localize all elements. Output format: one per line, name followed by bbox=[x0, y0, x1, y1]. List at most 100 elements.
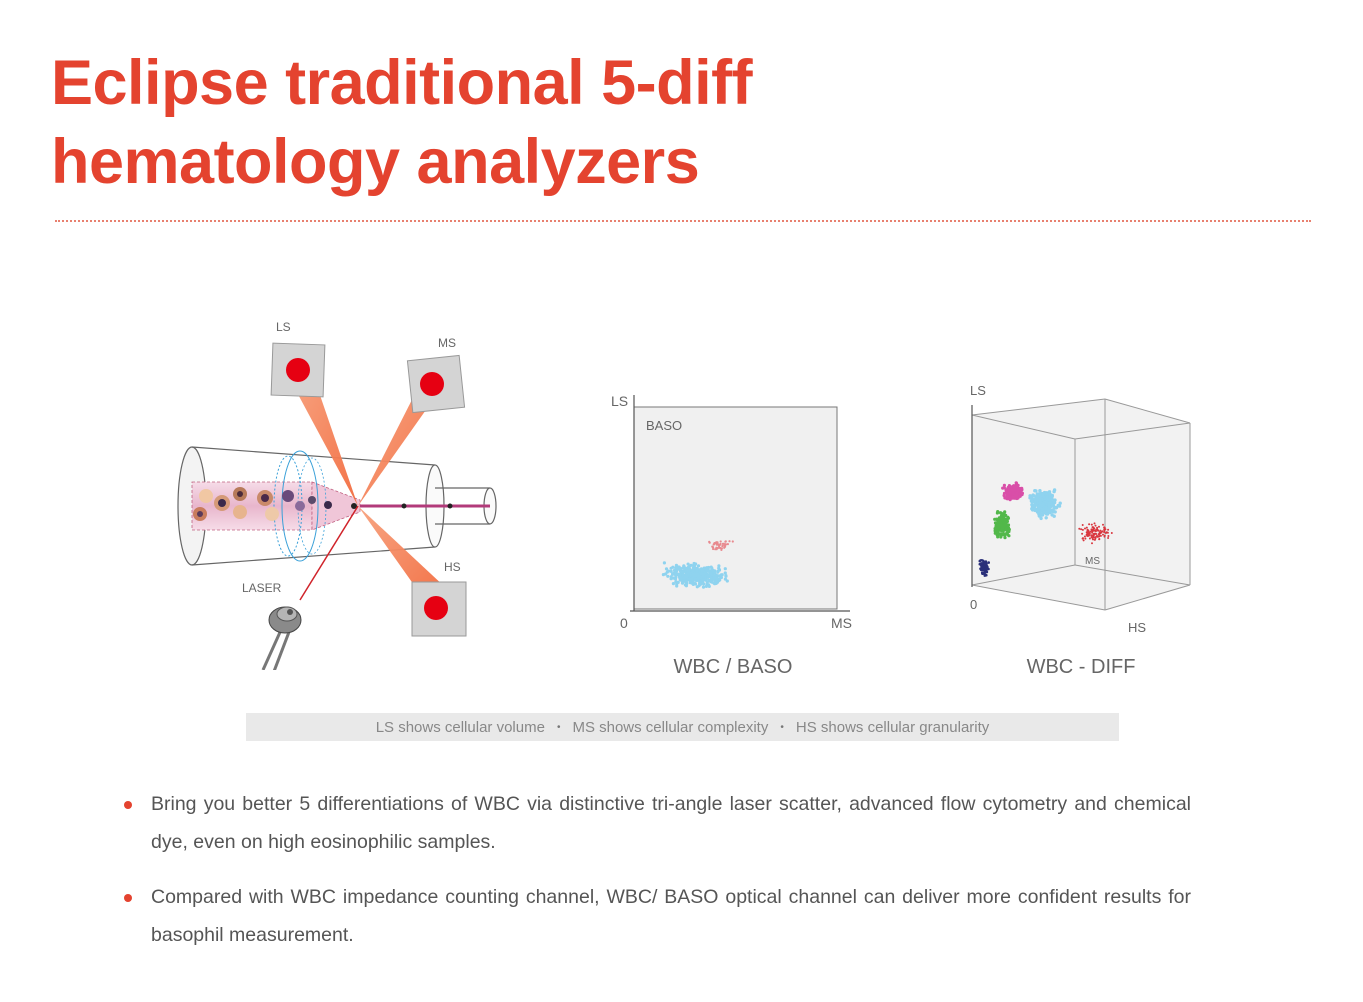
diff-point bbox=[1046, 497, 1051, 502]
feature-text: Compared with WBC impedance counting cha… bbox=[151, 886, 1191, 946]
baso-point bbox=[680, 581, 685, 585]
diff-point bbox=[1056, 503, 1060, 508]
diff-point bbox=[1099, 534, 1102, 537]
baso-point bbox=[677, 567, 681, 571]
diff-point bbox=[1015, 491, 1019, 495]
diff-point bbox=[1041, 502, 1045, 506]
diff-point bbox=[1107, 535, 1110, 537]
diff-point bbox=[1037, 510, 1041, 515]
baso-point bbox=[724, 540, 727, 543]
info-separator: • bbox=[556, 721, 561, 733]
diff-point bbox=[1003, 523, 1007, 527]
baso-point bbox=[724, 545, 727, 548]
baso-point bbox=[726, 543, 729, 546]
baso-point bbox=[719, 540, 722, 543]
baso-point bbox=[674, 566, 678, 570]
diff-point bbox=[1092, 529, 1095, 532]
diff-point bbox=[1007, 534, 1011, 538]
baso-point bbox=[674, 580, 678, 584]
diff-point bbox=[1103, 535, 1106, 538]
baso-point bbox=[685, 582, 689, 586]
diff-point bbox=[1038, 497, 1042, 502]
diff-point bbox=[1102, 533, 1104, 536]
baso-point bbox=[669, 569, 673, 573]
diff-point bbox=[999, 532, 1003, 536]
baso-point bbox=[669, 566, 673, 570]
baso-point bbox=[695, 585, 699, 589]
diff-point bbox=[1039, 516, 1043, 521]
baso-point bbox=[711, 545, 714, 548]
diff-point bbox=[996, 530, 1000, 534]
diff-point bbox=[1034, 489, 1038, 493]
diff-point bbox=[1085, 526, 1088, 529]
diff-point bbox=[1011, 491, 1015, 496]
diff-point bbox=[1002, 483, 1006, 487]
diff-point bbox=[1005, 494, 1009, 498]
diff-point bbox=[1084, 527, 1086, 530]
laser-emitter bbox=[261, 606, 302, 670]
diff-point bbox=[1001, 486, 1005, 490]
baso-point bbox=[706, 573, 710, 577]
diff-point bbox=[996, 526, 1000, 530]
diff-point bbox=[983, 569, 986, 573]
diff-point bbox=[1016, 488, 1020, 493]
baso-point bbox=[715, 541, 718, 544]
diff-point bbox=[993, 531, 997, 535]
diff-point bbox=[1093, 522, 1096, 525]
baso-point bbox=[716, 547, 719, 550]
diff-point bbox=[978, 559, 982, 563]
diff-point bbox=[1045, 495, 1049, 499]
diff-point bbox=[1047, 505, 1052, 509]
baso-point bbox=[719, 542, 722, 546]
diff-point bbox=[1050, 502, 1054, 507]
diff-point bbox=[979, 568, 983, 572]
diff-point bbox=[1098, 532, 1101, 535]
info-separator: • bbox=[780, 721, 784, 733]
baso-point bbox=[731, 540, 734, 543]
diff-point bbox=[1097, 535, 1100, 538]
bullet-dot-icon bbox=[124, 894, 132, 902]
diff-point bbox=[983, 562, 987, 566]
diff-point bbox=[1002, 515, 1006, 519]
diff-point bbox=[1089, 530, 1092, 533]
diff-point bbox=[1084, 537, 1087, 540]
diff-point bbox=[1044, 516, 1048, 520]
diff-point bbox=[1002, 493, 1006, 498]
baso-point bbox=[681, 573, 685, 577]
hs-beam bbox=[358, 506, 446, 602]
baso-point bbox=[683, 575, 687, 579]
baso-point bbox=[693, 581, 697, 585]
diff-point bbox=[1098, 538, 1101, 541]
diff-point bbox=[1090, 534, 1093, 537]
baso-point bbox=[664, 567, 669, 571]
diff-point bbox=[995, 511, 999, 515]
diff-y-axis-label: LS bbox=[970, 383, 986, 398]
baso-point bbox=[697, 576, 701, 580]
scatter-info-bar: LS shows cellular volume • MS shows cell… bbox=[246, 713, 1119, 741]
diff-point bbox=[1099, 529, 1102, 532]
baso-point bbox=[691, 569, 695, 573]
diff-point bbox=[1038, 501, 1042, 505]
diff-point bbox=[985, 565, 989, 568]
baso-x-axis-label: MS bbox=[831, 615, 852, 631]
diff-point bbox=[1052, 514, 1056, 518]
baso-point bbox=[692, 566, 696, 570]
baso-region-label: BASO bbox=[646, 418, 682, 433]
diff-point bbox=[1040, 507, 1044, 512]
baso-point bbox=[707, 565, 711, 570]
diff-point bbox=[1083, 535, 1086, 538]
diff-point bbox=[1080, 528, 1083, 531]
diff-point bbox=[1081, 532, 1084, 535]
diff-point bbox=[1003, 533, 1007, 537]
baso-point bbox=[679, 577, 683, 581]
hs-detector bbox=[411, 581, 467, 637]
diff-point bbox=[1094, 530, 1097, 533]
diff-point bbox=[1044, 505, 1048, 510]
ls-detector bbox=[270, 342, 326, 398]
diff-point bbox=[1000, 525, 1004, 530]
diff-point bbox=[1107, 528, 1110, 531]
baso-point bbox=[721, 542, 724, 545]
diff-point bbox=[1095, 535, 1098, 538]
diff-point bbox=[1085, 531, 1088, 534]
ms-label: MS bbox=[438, 336, 456, 350]
